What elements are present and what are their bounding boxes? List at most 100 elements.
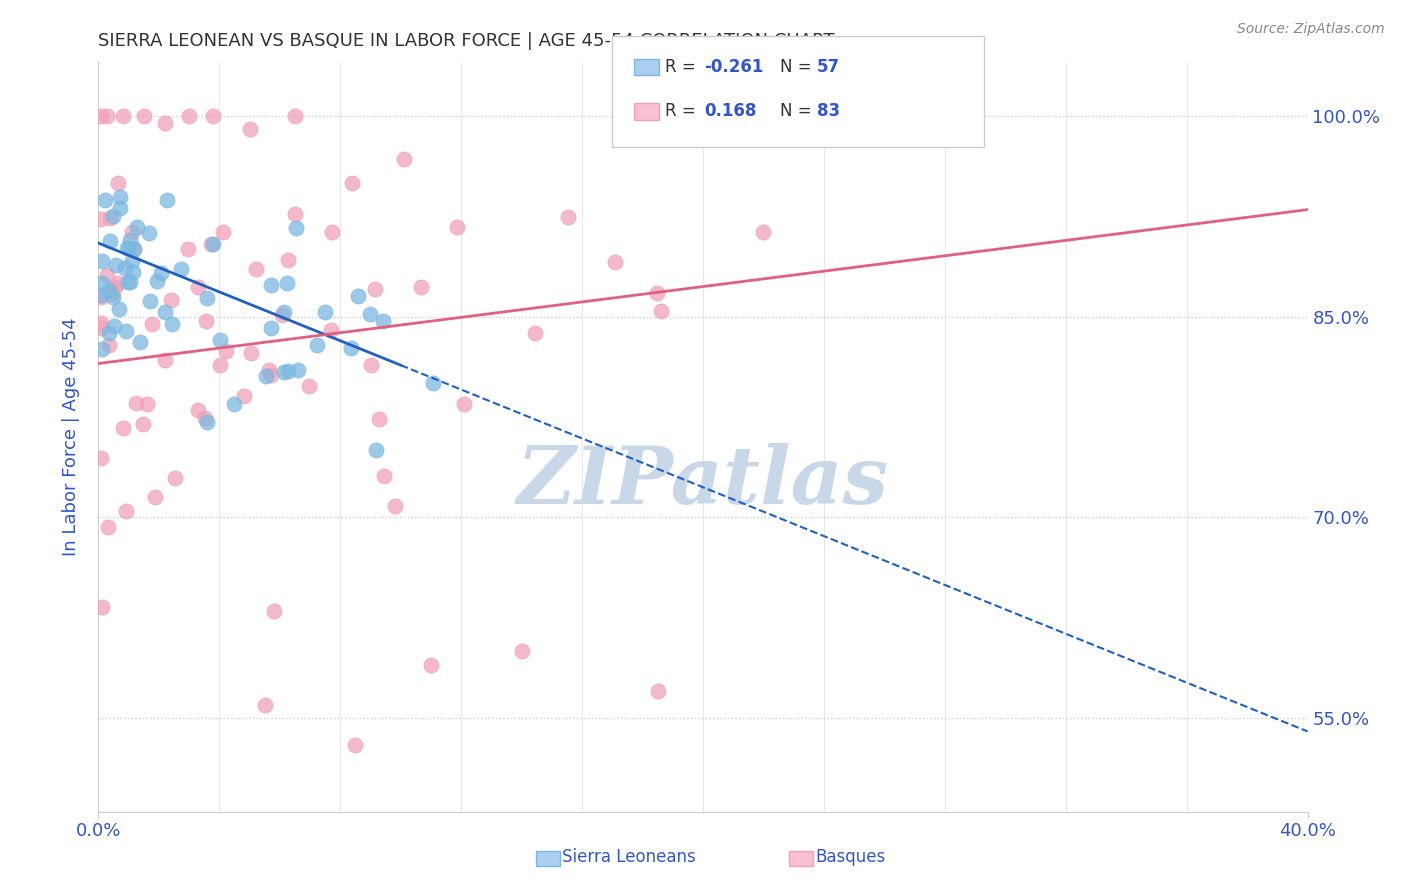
Point xyxy=(339,341,361,355)
Point xyxy=(129,334,152,349)
Point xyxy=(245,262,267,277)
Point xyxy=(263,604,285,618)
Point xyxy=(257,363,280,377)
Point xyxy=(233,388,256,402)
Point xyxy=(392,153,415,167)
Text: R =: R = xyxy=(665,58,702,76)
Point xyxy=(90,316,112,330)
Point xyxy=(215,344,238,359)
Point xyxy=(202,236,225,251)
Point xyxy=(202,109,225,123)
Point xyxy=(277,252,299,267)
Point xyxy=(118,233,141,247)
Point xyxy=(647,684,669,698)
Text: -0.261: -0.261 xyxy=(704,58,763,76)
Point xyxy=(111,109,134,123)
Text: 83: 83 xyxy=(817,103,839,120)
Point xyxy=(344,738,367,752)
Point xyxy=(523,326,546,341)
Text: Source: ZipAtlas.com: Source: ZipAtlas.com xyxy=(1237,22,1385,37)
Point xyxy=(277,364,299,378)
Point xyxy=(124,242,146,256)
Point xyxy=(153,304,176,318)
Point xyxy=(100,286,122,301)
Point xyxy=(118,275,141,289)
Point xyxy=(124,396,146,410)
Point xyxy=(949,123,972,137)
Point xyxy=(111,421,134,435)
Point xyxy=(141,317,163,331)
Point xyxy=(138,226,160,240)
Point xyxy=(162,317,184,331)
Point xyxy=(125,220,148,235)
Point xyxy=(96,268,118,282)
Point xyxy=(176,242,198,256)
Point xyxy=(117,276,139,290)
Point xyxy=(260,321,283,335)
Point xyxy=(90,290,112,304)
Point xyxy=(305,338,328,352)
Point xyxy=(276,276,298,290)
Point xyxy=(122,242,145,256)
Text: R =: R = xyxy=(665,103,702,120)
Point xyxy=(446,220,468,235)
Point xyxy=(104,258,127,272)
Point xyxy=(156,193,179,207)
Point xyxy=(122,265,145,279)
Point xyxy=(557,210,579,224)
Text: N =: N = xyxy=(780,58,817,76)
Point xyxy=(159,293,181,307)
Point xyxy=(319,323,342,337)
Point xyxy=(108,190,131,204)
Point xyxy=(91,600,114,615)
Point xyxy=(96,109,118,123)
Text: ZIPatlas: ZIPatlas xyxy=(517,443,889,521)
Point xyxy=(94,193,117,207)
Point xyxy=(165,471,187,485)
Point xyxy=(373,469,395,483)
Point xyxy=(194,314,217,328)
Point xyxy=(368,411,391,425)
Point xyxy=(98,338,121,352)
Point xyxy=(90,320,112,334)
Point xyxy=(240,346,263,360)
Point xyxy=(91,253,114,268)
Point xyxy=(90,109,112,123)
Point xyxy=(260,368,283,382)
Point xyxy=(260,278,283,293)
Text: 0.168: 0.168 xyxy=(704,103,756,120)
Point xyxy=(97,520,120,534)
Point xyxy=(212,226,235,240)
Point xyxy=(239,122,262,136)
Point xyxy=(153,353,176,368)
Point xyxy=(273,365,295,379)
Text: 57: 57 xyxy=(817,58,839,76)
Point xyxy=(284,221,307,235)
Point xyxy=(271,308,294,322)
Point xyxy=(409,280,432,294)
Point xyxy=(143,490,166,504)
Point xyxy=(90,287,112,301)
Point xyxy=(101,290,124,304)
Point xyxy=(108,302,131,317)
Point xyxy=(187,402,209,417)
Point xyxy=(97,283,120,297)
Point xyxy=(150,266,173,280)
Y-axis label: In Labor Force | Age 45-54: In Labor Force | Age 45-54 xyxy=(62,318,80,557)
Point xyxy=(420,657,443,672)
Point xyxy=(273,305,295,319)
Point xyxy=(346,288,368,302)
Point xyxy=(194,411,217,425)
Point xyxy=(384,500,406,514)
Point xyxy=(284,109,307,123)
Point xyxy=(145,274,167,288)
Text: Sierra Leoneans: Sierra Leoneans xyxy=(562,848,696,866)
Point xyxy=(371,314,394,328)
Point xyxy=(603,255,626,269)
Point xyxy=(98,234,121,248)
Point xyxy=(114,504,136,518)
Text: Basques: Basques xyxy=(815,848,886,866)
Point xyxy=(114,324,136,338)
Point xyxy=(321,225,343,239)
Point xyxy=(340,177,363,191)
